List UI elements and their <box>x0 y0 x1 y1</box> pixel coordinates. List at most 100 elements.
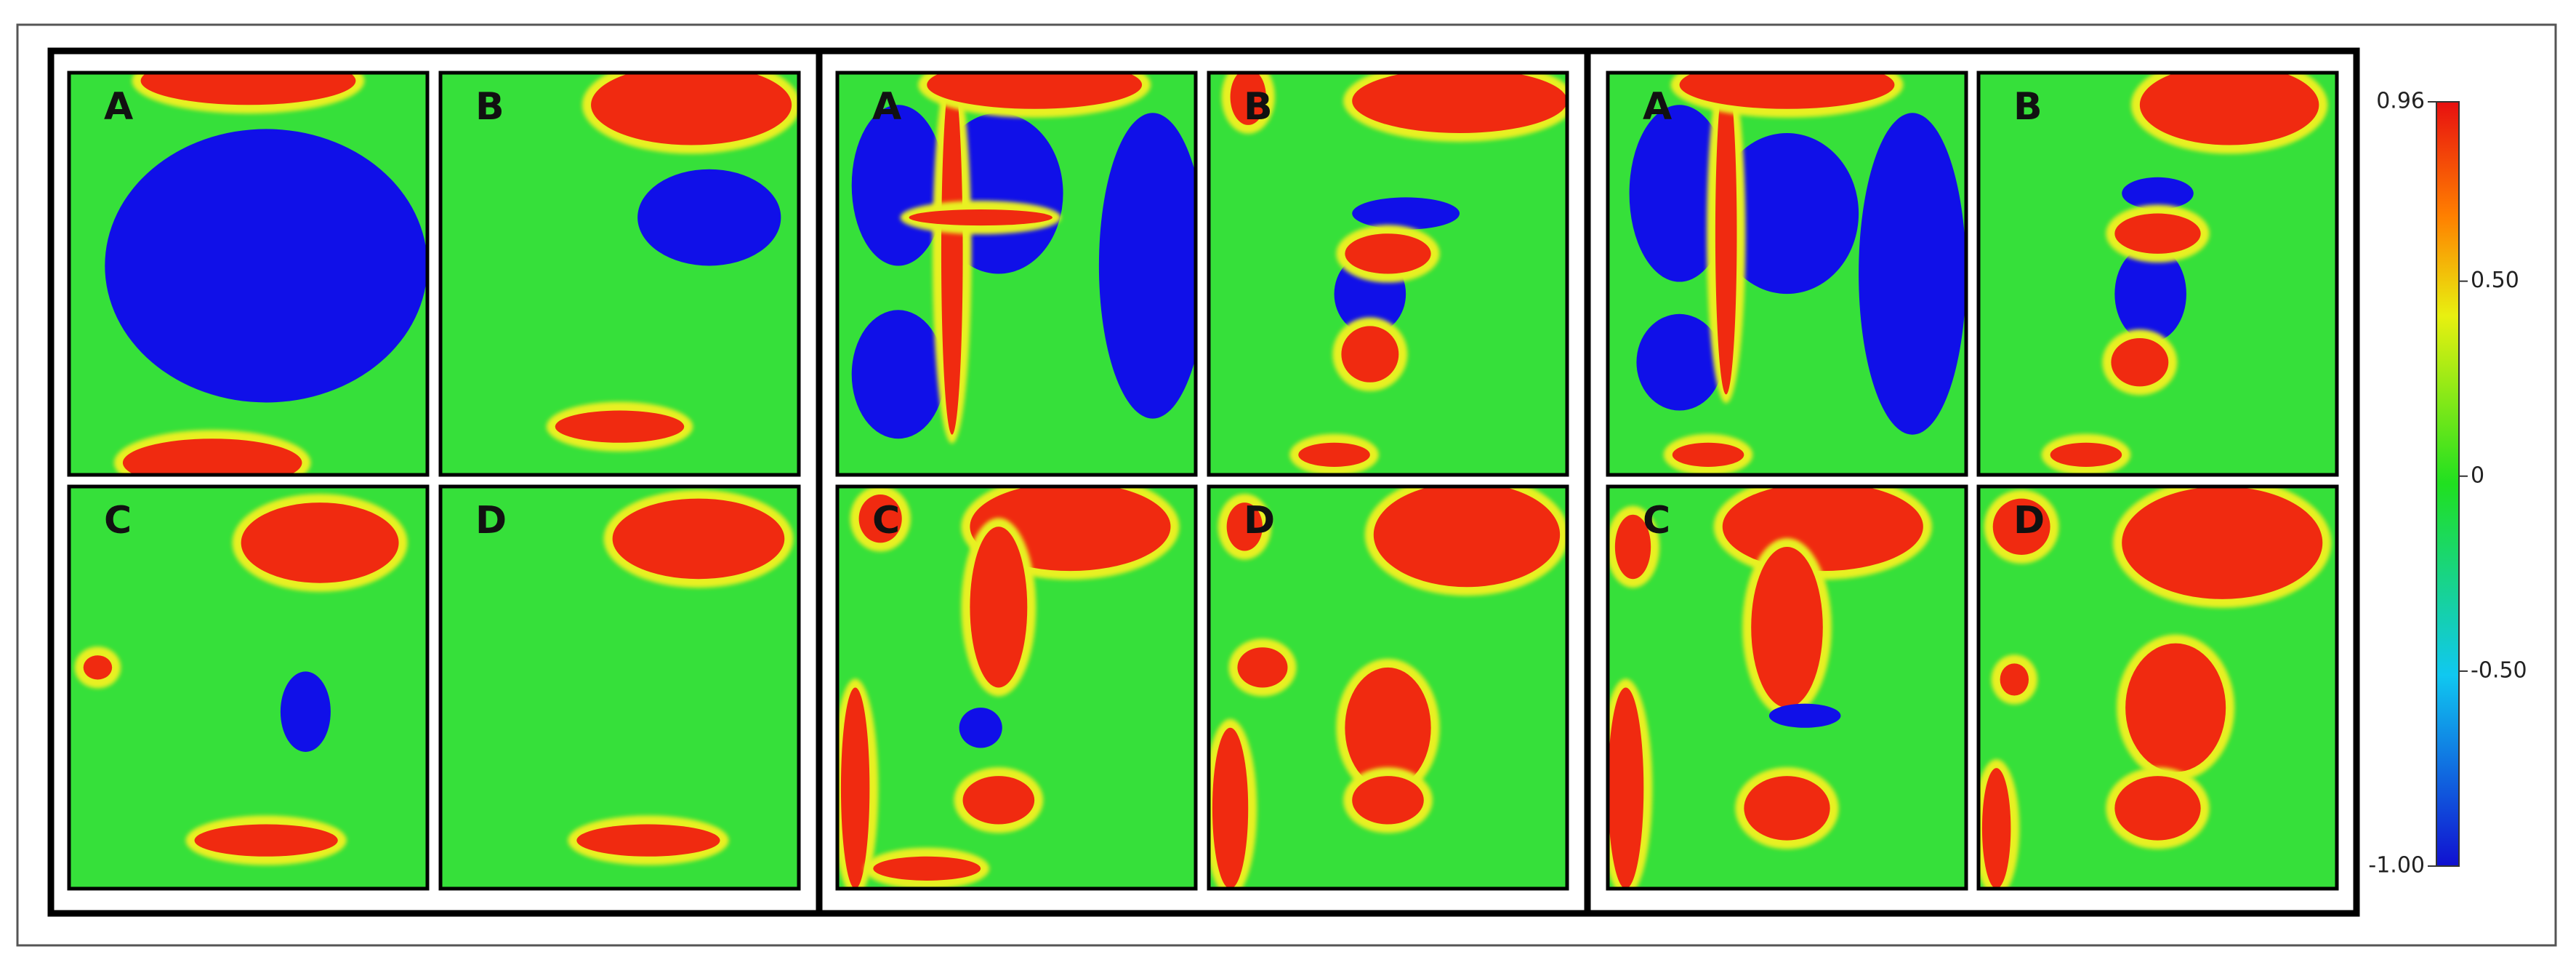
panel-label: A <box>104 85 133 129</box>
field-region <box>2122 177 2194 210</box>
panel-border <box>1976 71 2339 477</box>
field-region <box>1345 667 1431 788</box>
heatmap-panel: D <box>1207 484 1569 891</box>
field-region <box>1098 113 1196 419</box>
field-region <box>1614 514 1651 580</box>
outer-frame <box>16 23 2557 947</box>
field-region <box>1981 768 2011 889</box>
field-region <box>970 526 1028 688</box>
field-region <box>1341 326 1399 383</box>
panel-field <box>1221 73 1567 475</box>
panel-field <box>851 73 1196 444</box>
heatmap-panel: D <box>1976 484 2339 891</box>
panel-label: C <box>1643 499 1670 542</box>
field-region <box>851 310 945 439</box>
field-region <box>1859 113 1966 435</box>
panel-label: A <box>872 85 901 129</box>
field-region <box>1715 132 1859 295</box>
field-region <box>1744 776 1830 841</box>
field-region <box>840 687 870 889</box>
field-region <box>1722 486 1923 572</box>
field-region <box>2114 213 2201 254</box>
field-region <box>194 824 338 857</box>
panel-border <box>67 71 430 477</box>
field-region <box>2139 73 2319 145</box>
field-region <box>2000 663 2029 696</box>
field-region <box>1768 703 1841 728</box>
panel-border <box>1207 484 1569 891</box>
colorbar-tick-label: -0.50 <box>2471 657 2527 683</box>
field-region <box>1715 73 1737 395</box>
panel-field <box>837 486 1180 889</box>
panel-field <box>1608 486 1932 889</box>
heatmap-panel: B <box>438 71 801 477</box>
panel-field <box>1979 486 2332 889</box>
field-region <box>851 105 945 266</box>
field-region <box>1629 105 1730 282</box>
field-region <box>2122 486 2323 599</box>
field-region <box>122 439 302 475</box>
field-region <box>576 824 720 857</box>
panel-border <box>1606 484 1968 891</box>
panel-field <box>568 489 794 865</box>
panel-border <box>1606 71 1968 477</box>
heatmap-panel: B <box>1976 71 2339 477</box>
field-region <box>962 776 1035 825</box>
heatmap-panel: A <box>835 71 1198 477</box>
field-region <box>941 73 963 435</box>
heatmap-panel: C <box>1606 484 1968 891</box>
panel-label: A <box>1643 85 1672 129</box>
panel-label: D <box>475 499 507 542</box>
field-region <box>1212 727 1249 889</box>
field-region <box>2111 337 2169 387</box>
panel-label: C <box>104 499 132 542</box>
field-region <box>2050 442 2122 467</box>
field-region <box>1345 233 1431 274</box>
field-region <box>591 73 792 145</box>
heatmap-panel: C <box>835 484 1198 891</box>
colorbar <box>2436 101 2460 867</box>
field-region <box>1352 197 1460 230</box>
field-region <box>1352 73 1567 133</box>
colorbar-tick-label: -1.00 <box>2368 853 2425 878</box>
field-region <box>280 671 331 752</box>
field-region <box>83 655 113 680</box>
heatmap-panel: A <box>67 71 430 477</box>
panel-field <box>74 494 408 865</box>
panel-field <box>105 73 427 475</box>
panel-frame <box>47 47 2360 917</box>
panel-field <box>1629 73 1966 475</box>
field-region <box>637 169 781 266</box>
field-region <box>959 708 1002 748</box>
panel-label: B <box>1244 85 1273 129</box>
heatmap-panel: B <box>1207 71 1569 477</box>
panel-label: D <box>2013 499 2045 542</box>
colorbar-tick-label: 0.50 <box>2471 268 2519 293</box>
colorbar-tick-label: 0.96 <box>2376 89 2425 114</box>
panel-field <box>546 73 799 452</box>
field-region <box>1751 546 1823 708</box>
panel-border <box>438 71 801 477</box>
panel-border <box>835 71 1198 477</box>
field-region <box>1226 502 1263 551</box>
panel-border <box>1207 71 1569 477</box>
heatmap-panel: C <box>67 484 430 891</box>
field-region <box>105 129 427 403</box>
heatmap-panel: D <box>438 484 801 891</box>
field-region <box>612 498 785 580</box>
panel-border <box>1976 484 2339 891</box>
colorbar-tick-label: 0 <box>2471 463 2484 488</box>
panel-border <box>438 484 801 891</box>
field-region <box>858 494 902 543</box>
panel-label: D <box>1244 499 1275 542</box>
panel-label: B <box>2013 85 2042 129</box>
field-region <box>1679 73 1895 109</box>
field-region <box>1352 776 1424 825</box>
field-region <box>2125 643 2226 772</box>
field-region <box>927 73 1143 109</box>
field-region <box>555 410 685 443</box>
field-region <box>2114 776 2201 841</box>
field-region <box>909 209 1052 226</box>
field-region <box>1636 313 1723 411</box>
